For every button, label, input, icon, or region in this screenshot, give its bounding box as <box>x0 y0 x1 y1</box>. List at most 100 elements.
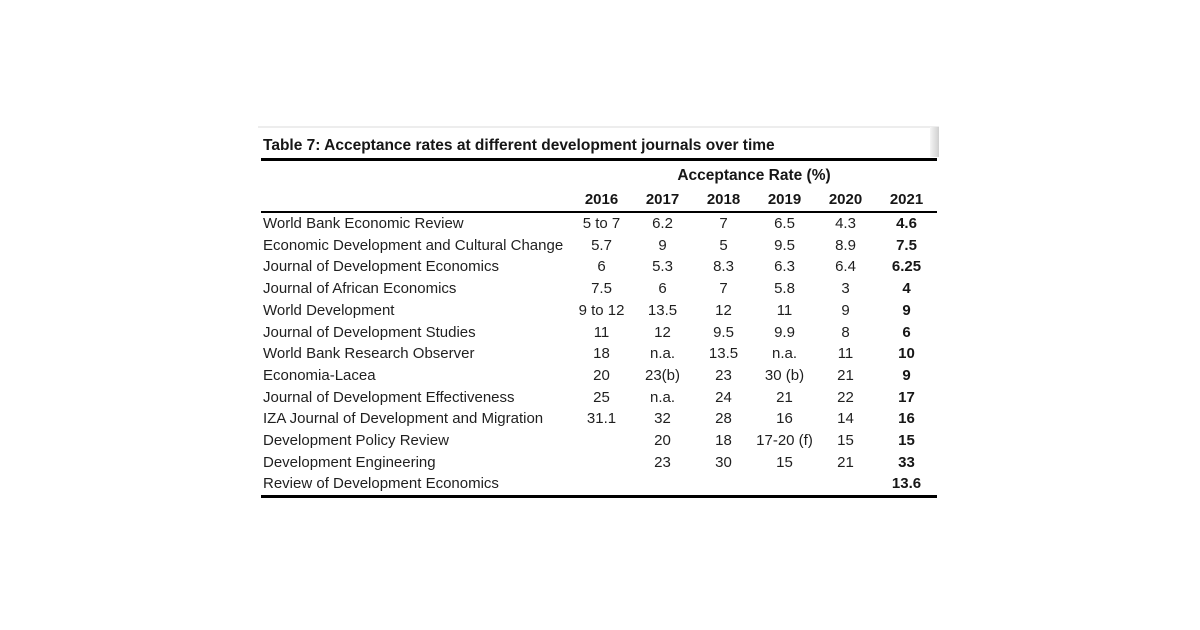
table-row: Economia-Lacea 20 23(b) 23 30 (b) 21 9 <box>261 365 937 387</box>
rate-value: 24 <box>715 388 732 406</box>
rate-value: 10 <box>898 345 915 363</box>
rate-value: 9 <box>902 366 911 384</box>
table-row: Journal of Development Effectiveness 25 n.… <box>261 387 937 409</box>
rate-value: 8 <box>841 323 850 341</box>
scan-edge-top <box>258 126 939 128</box>
table-row: Journal of Development Economics 6 5.3 8.3 6… <box>261 256 937 278</box>
table-row: IZA Journal of Development and Migration… <box>261 408 937 430</box>
rate-value: 4.3 <box>835 215 856 232</box>
table-row: Review of Development Economics 13.6 <box>261 473 937 496</box>
rate-value: 25 <box>593 388 610 406</box>
rate-value: 15 <box>837 432 854 450</box>
year-column-header: 2016 <box>571 188 632 213</box>
rate-value: 17-20 (f) <box>756 432 813 450</box>
journal-name: Journal of Development Economics <box>263 258 499 276</box>
rate-value <box>815 473 876 496</box>
rate-value: 5 to 7 <box>582 215 621 232</box>
rate-value: 11 <box>776 301 793 319</box>
acceptance-rate-table: Acceptance Rate (%) 2016 2017 2018 2019 2020… <box>261 161 937 499</box>
rate-value: 18 <box>593 345 610 363</box>
group-header-row: Acceptance Rate (%) <box>261 161 937 188</box>
journal-name: World Development <box>263 301 395 319</box>
rate-value: 7 <box>719 215 728 232</box>
rate-value: 22 <box>837 388 854 406</box>
rate-value <box>571 473 632 496</box>
rate-value: 9.5 <box>774 236 795 254</box>
table-row: Development Policy Review 20 18 17-20 (f) 15… <box>261 430 937 452</box>
rate-value: 23 <box>654 453 671 471</box>
table-row: Economic Development and Cultural Change… <box>261 235 937 257</box>
year-column-header: 2018 <box>693 188 754 213</box>
rate-value <box>632 473 693 496</box>
rate-value: 8.3 <box>713 258 734 276</box>
rate-value: 7.5 <box>591 280 612 298</box>
rate-value: 6.2 <box>652 215 673 232</box>
rate-value: 9.5 <box>713 323 734 341</box>
year-header-spacer <box>261 188 571 213</box>
table-title: Table 7: Acceptance rates at different d… <box>261 134 937 161</box>
rate-value: 3 <box>841 280 850 298</box>
rate-value: 7.5 <box>896 236 917 254</box>
rate-value: 21 <box>837 366 854 384</box>
rate-value: 23 <box>715 366 732 384</box>
rate-value: 8.9 <box>835 236 856 254</box>
rate-value: n.a. <box>649 388 676 406</box>
rate-value: 15 <box>776 453 793 471</box>
rate-value: 15 <box>898 432 915 450</box>
table-row: Journal of Development Studies 11 12 9.5 9.9… <box>261 322 937 344</box>
rate-value: 13.6 <box>891 475 922 493</box>
rate-value: 5.7 <box>591 236 612 254</box>
journal-name: Economic Development and Cultural Change <box>263 236 564 254</box>
group-header-spacer <box>261 161 571 188</box>
journal-name: Review of Development Economics <box>263 475 499 493</box>
acceptance-table: Table 7: Acceptance rates at different d… <box>261 134 937 499</box>
rate-value: 30 <box>715 453 732 471</box>
rate-value: 6.5 <box>774 215 795 232</box>
rate-value: 17 <box>898 388 915 406</box>
rate-value: 21 <box>837 453 854 471</box>
rate-value: 33 <box>898 453 915 471</box>
rate-value: 20 <box>654 432 671 450</box>
journal-name: Journal of African Economics <box>263 280 457 298</box>
rate-value <box>754 473 815 496</box>
rate-value: 32 <box>654 410 671 428</box>
rate-value: 23(b) <box>644 366 681 384</box>
rate-value: 11 <box>593 323 610 341</box>
rate-value: 16 <box>776 410 793 428</box>
rate-value: 13.5 <box>647 301 678 319</box>
journal-name: Economia-Lacea <box>263 366 376 384</box>
year-column-header: 2017 <box>632 188 693 213</box>
rate-value: 31.1 <box>586 410 617 428</box>
rate-value: 6 <box>658 280 667 298</box>
rate-value: 9 <box>658 236 667 254</box>
rate-value: 5.8 <box>774 280 795 298</box>
journal-name: World Bank Research Observer <box>263 345 475 363</box>
rate-value: 6 <box>597 258 606 276</box>
rate-value: 5 <box>719 236 728 254</box>
rate-value: n.a. <box>649 345 676 363</box>
rate-value: 21 <box>776 388 793 406</box>
rate-value: 12 <box>715 301 732 319</box>
table-row: World Development 9 to 12 13.5 12 11 9 9 <box>261 300 937 322</box>
table-body: World Bank Economic Review 5 to 7 6.2 7 6.5 4… <box>261 212 937 497</box>
table-row: World Bank Economic Review 5 to 7 6.2 7 6.5 4… <box>261 212 937 235</box>
rate-value: 5.3 <box>652 258 673 276</box>
rate-value: 6 <box>902 323 911 341</box>
rate-value: 9 to 12 <box>578 301 625 319</box>
rate-value: 9 <box>841 301 850 319</box>
rate-value: 11 <box>837 345 854 363</box>
rate-value: 12 <box>654 323 671 341</box>
rate-value: 9 <box>902 301 911 319</box>
year-column-header: 2020 <box>815 188 876 213</box>
rate-value: 30 (b) <box>764 366 805 384</box>
table-row: World Bank Research Observer 18 n.a. 13.5 n.… <box>261 343 937 365</box>
table-row: Development Engineering 23 30 15 21 33 <box>261 452 937 474</box>
journal-name: Journal of Development Studies <box>263 323 476 341</box>
rate-value: 6.25 <box>891 258 922 276</box>
group-header: Acceptance Rate (%) <box>677 167 831 185</box>
rate-value: 7 <box>719 280 728 298</box>
table-row: Journal of African Economics 7.5 6 7 5.8 3 4 <box>261 278 937 300</box>
rate-value: 16 <box>898 410 915 428</box>
journal-name: Development Engineering <box>263 453 436 471</box>
